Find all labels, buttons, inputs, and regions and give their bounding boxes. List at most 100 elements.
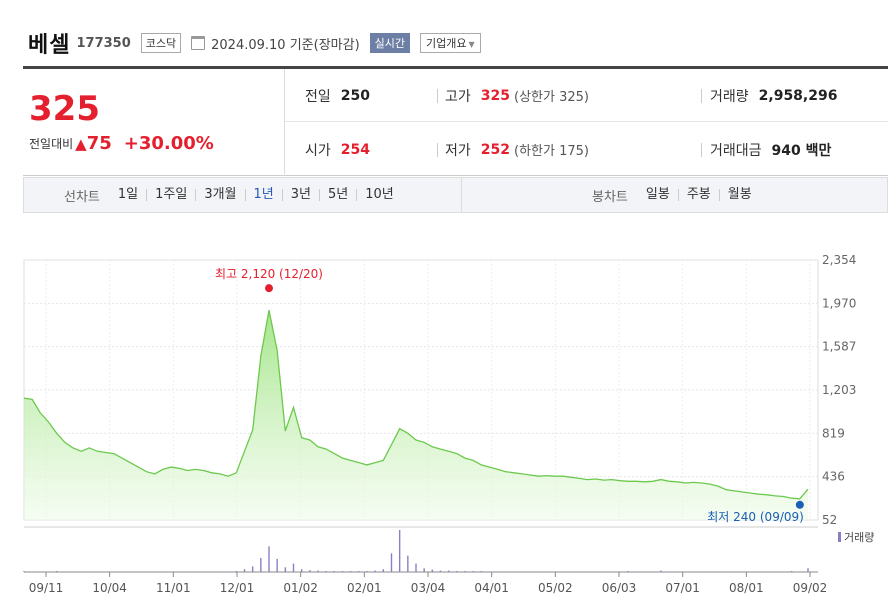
volume-bar bbox=[398, 530, 401, 572]
prev-close-value: 250 bbox=[340, 87, 370, 104]
x-tick-label: 02/01 bbox=[347, 581, 382, 595]
volume-legend: 거래량 bbox=[844, 531, 874, 544]
line-chart-label: 선차트 bbox=[64, 189, 100, 205]
x-tick-label: 11/01 bbox=[156, 581, 191, 595]
low-label: 저가 bbox=[445, 142, 471, 159]
open-label: 시가 bbox=[305, 142, 331, 159]
y-tick-label: 2,354 bbox=[822, 253, 856, 267]
volume-bar bbox=[325, 571, 327, 572]
max-annotation: 최고 2,120 (12/20) bbox=[215, 267, 323, 281]
volume-bar bbox=[382, 569, 385, 572]
divider bbox=[701, 143, 702, 157]
tab-10y[interactable]: 10년 bbox=[356, 188, 402, 201]
volume-bar bbox=[431, 569, 434, 572]
volume-bar bbox=[260, 558, 262, 572]
chart-period-tabs: 선차트 1일 1주일 3개월 1년 3년 5년 10년 봉차트 일봉 주봉 월봉 bbox=[23, 177, 888, 213]
y-tick-label: 1,970 bbox=[822, 296, 856, 310]
high-value: 325 bbox=[480, 87, 510, 104]
tab-3y[interactable]: 3년 bbox=[281, 188, 319, 201]
y-tick-label: 436 bbox=[822, 470, 845, 484]
volume-bar bbox=[447, 570, 450, 572]
x-axis: 09/11 10/04 11/01 12/01 01/02 02/01 03/04 04/01… bbox=[29, 572, 828, 595]
volume-bar bbox=[374, 570, 376, 572]
x-tick-label: 06/03 bbox=[602, 581, 637, 595]
amount-label: 거래대금 bbox=[710, 142, 762, 159]
volume-bar bbox=[284, 567, 287, 572]
candle-chart-label: 봉차트 bbox=[592, 189, 628, 205]
divider bbox=[437, 143, 438, 157]
volume-bar bbox=[317, 570, 319, 572]
max-marker bbox=[265, 284, 273, 293]
company-overview-label: 기업개요 bbox=[426, 37, 467, 50]
chart-grid bbox=[23, 259, 819, 573]
calendar-icon bbox=[191, 36, 206, 50]
tab-divider bbox=[461, 178, 462, 212]
prev-close-label: 전일 bbox=[305, 88, 331, 105]
chevron-down-icon: ▼ bbox=[468, 40, 475, 49]
volume-bar bbox=[480, 571, 483, 572]
tab-monthly[interactable]: 월봉 bbox=[718, 188, 760, 201]
price-chart: 2,354 1,970 1,587 1,203 819 436 52 09/11 10/04 1… bbox=[23, 253, 874, 595]
x-tick-label: 01/02 bbox=[283, 581, 318, 595]
volume-bar bbox=[235, 571, 238, 572]
prev-close-cell: 전일 250 bbox=[305, 69, 370, 122]
current-price: 325 bbox=[29, 89, 100, 129]
volume-bar bbox=[415, 563, 417, 572]
lower-limit: (하한가 175) bbox=[514, 144, 589, 159]
stock-code: 177350 bbox=[76, 35, 131, 51]
x-tick-label: 09/11 bbox=[29, 581, 64, 595]
diff-percent: +30.00% bbox=[123, 133, 214, 154]
volume-bar bbox=[341, 571, 344, 572]
realtime-button[interactable]: 실시간 bbox=[369, 33, 411, 53]
amount-value: 940 백만 bbox=[771, 142, 832, 159]
open-value: 254 bbox=[340, 141, 370, 158]
reference-date: 2024.09.10 기준(장마감) bbox=[211, 37, 360, 53]
line-chart-tabs: 선차트 1일 1주일 3개월 1년 3년 5년 10년 bbox=[64, 178, 402, 212]
price-change: 전일대비 ▲ 75 +30.00% bbox=[29, 133, 214, 154]
x-tick-label: 03/04 bbox=[411, 581, 446, 595]
high-cell: 고가 325 (상한가 325) bbox=[445, 69, 589, 122]
divider bbox=[437, 89, 438, 103]
tab-1y[interactable]: 1년 bbox=[244, 188, 282, 201]
tab-1d[interactable]: 1일 bbox=[117, 187, 139, 202]
x-tick-label: 10/04 bbox=[92, 581, 127, 595]
volume-bar bbox=[439, 570, 442, 572]
tab-daily[interactable]: 일봉 bbox=[645, 187, 670, 202]
amount-cell: 거래대금 940 백만 bbox=[710, 123, 831, 176]
quote-panel: 325 전일대비 ▲ 75 +30.00% 전일 250 고가 325 (상한가… bbox=[23, 66, 888, 176]
volume-value: 2,958,296 bbox=[758, 87, 838, 104]
tab-3m[interactable]: 3개월 bbox=[195, 188, 244, 201]
volume-bar bbox=[790, 571, 793, 572]
tab-5y[interactable]: 5년 bbox=[319, 188, 356, 201]
volume-bar bbox=[276, 558, 278, 572]
diff-label: 전일대비 bbox=[29, 137, 74, 151]
min-annotation: 최저 240 (09/09) bbox=[707, 510, 804, 524]
x-tick-label: 09/02 bbox=[793, 581, 828, 595]
volume-bar bbox=[55, 571, 58, 572]
volume-bar bbox=[349, 571, 352, 572]
volume-legend-swatch bbox=[838, 532, 841, 542]
volume-bar bbox=[407, 555, 409, 572]
quote-row-1: 전일 250 고가 325 (상한가 325) 거래량 2,958,296 bbox=[285, 69, 888, 122]
open-cell: 시가 254 bbox=[305, 123, 370, 176]
volume-bar bbox=[660, 570, 662, 572]
volume-bar bbox=[333, 571, 336, 572]
volume-bar bbox=[456, 571, 458, 572]
low-value: 252 bbox=[480, 141, 510, 158]
volume-bar bbox=[243, 569, 246, 572]
stock-header: 베셀 177350 코스닥 2024.09.10 기준(장마감) 실시간 기업개… bbox=[28, 28, 481, 58]
volume-bar bbox=[358, 571, 360, 572]
diff-value: 75 bbox=[86, 133, 112, 154]
low-cell: 저가 252 (하한가 175) bbox=[445, 123, 589, 176]
volume-label: 거래량 bbox=[710, 88, 749, 105]
volume-bar bbox=[807, 568, 809, 572]
volume-bar bbox=[292, 563, 295, 572]
company-overview-button[interactable]: 기업개요 ▼ bbox=[420, 33, 481, 53]
volume-bar bbox=[390, 553, 393, 572]
y-tick-label: 1,587 bbox=[822, 340, 856, 354]
x-tick-label: 12/01 bbox=[220, 581, 255, 595]
volume-bar bbox=[23, 571, 25, 572]
tab-1w[interactable]: 1주일 bbox=[146, 188, 195, 201]
tab-weekly[interactable]: 주봉 bbox=[677, 188, 719, 201]
stock-name: 베셀 bbox=[28, 33, 71, 58]
